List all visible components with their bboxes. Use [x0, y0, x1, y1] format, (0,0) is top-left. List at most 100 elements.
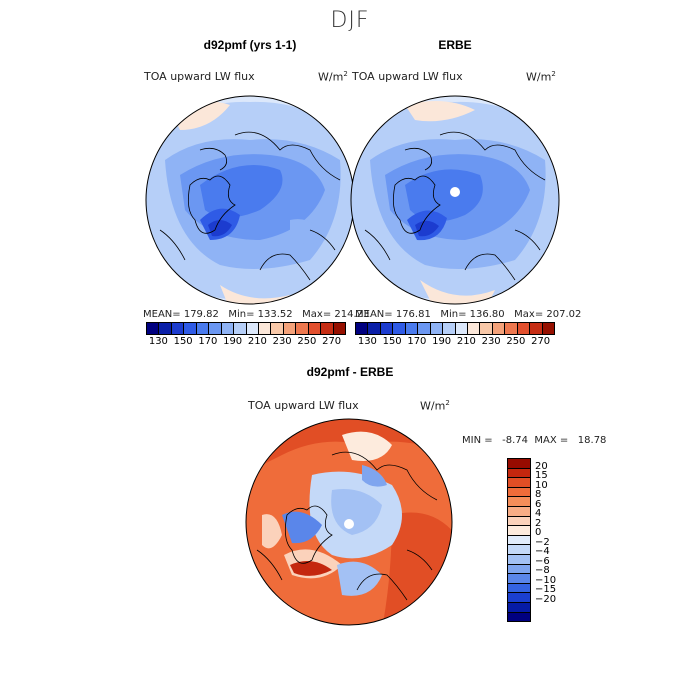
diff-panel-title: d92pmf - ERBE [306, 365, 394, 379]
right-stats: MEAN= 176.81 Min= 136.80 Max= 207.02 [355, 309, 582, 320]
left-variable-label: TOA upward LW flux [144, 70, 255, 83]
right-colorbar [355, 322, 555, 335]
colorbar-swatch [380, 323, 394, 334]
colorbar-tick-label: 130 [357, 336, 377, 347]
colorbar-tick-label: 150 [382, 336, 402, 347]
colorbar-swatch [508, 593, 530, 603]
colorbar-swatch [393, 323, 406, 334]
colorbar-tick-label: 250 [297, 336, 317, 347]
right-variable-label: TOA upward LW flux [352, 70, 463, 83]
diff-units-label: W/m2 [420, 399, 450, 413]
colorbar-tick-label: −20 [535, 593, 557, 605]
colorbar-tick-label: −6 [535, 555, 550, 567]
left-polar-map [145, 95, 355, 305]
colorbar-swatch [283, 323, 297, 334]
colorbar-tick-label: 20 [535, 460, 548, 472]
colorbar-tick-label: 210 [247, 336, 267, 347]
colorbar-swatch [530, 323, 543, 334]
colorbar-swatch [356, 323, 369, 334]
colorbar-swatch [508, 583, 530, 594]
right-polar-map [350, 95, 560, 305]
right-units-label: W/m2 [526, 70, 556, 84]
colorbar-swatch [508, 602, 530, 613]
colorbar-swatch [221, 323, 235, 334]
colorbar-swatch [467, 323, 481, 334]
colorbar-swatch [508, 516, 530, 527]
colorbar-swatch [508, 506, 530, 517]
colorbar-tick-label: 190 [223, 336, 243, 347]
colorbar-tick-label: 190 [432, 336, 452, 347]
colorbar-tick-label: 250 [506, 336, 526, 347]
colorbar-tick-label: 10 [535, 479, 548, 491]
colorbar-tick-label: 170 [407, 336, 427, 347]
colorbar-tick-label: 170 [198, 336, 218, 347]
colorbar-swatch [542, 323, 554, 334]
colorbar-tick-label: −15 [535, 584, 557, 596]
colorbar-swatch [171, 323, 185, 334]
colorbar-swatch [508, 612, 530, 622]
colorbar-swatch [321, 323, 334, 334]
colorbar-swatch [508, 564, 530, 575]
colorbar-swatch [508, 478, 530, 488]
colorbar-swatch [308, 323, 322, 334]
colorbar-tick-label: 2 [535, 517, 542, 529]
colorbar-tick-label: 270 [531, 336, 551, 347]
diff-variable-label: TOA upward LW flux [248, 399, 359, 412]
left-units-label: W/m2 [318, 70, 348, 84]
colorbar-swatch [508, 487, 530, 498]
diff-colorbar [507, 458, 531, 622]
colorbar-swatch [455, 323, 468, 334]
colorbar-swatch [184, 323, 197, 334]
colorbar-swatch [508, 497, 530, 507]
colorbar-swatch [159, 323, 172, 334]
colorbar-tick-label: 150 [173, 336, 193, 347]
colorbar-tick-label: 130 [148, 336, 168, 347]
colorbar-swatch [147, 323, 160, 334]
colorbar-tick-label: 4 [535, 508, 542, 520]
diff-stats: MIN = -8.74 MAX = 18.78 [462, 435, 607, 446]
colorbar-swatch [508, 468, 530, 479]
colorbar-tick-label: 210 [456, 336, 476, 347]
colorbar-swatch [508, 574, 530, 584]
colorbar-swatch [405, 323, 419, 334]
colorbar-swatch [508, 459, 530, 469]
colorbar-swatch [430, 323, 444, 334]
colorbar-tick-label: 270 [322, 336, 342, 347]
colorbar-swatch [258, 323, 272, 334]
colorbar-swatch [505, 323, 518, 334]
colorbar-swatch [508, 526, 530, 536]
right-panel-title: ERBE [438, 38, 472, 52]
colorbar-swatch [271, 323, 284, 334]
colorbar-tick-label: 0 [535, 527, 542, 539]
colorbar-tick-label: 230 [481, 336, 501, 347]
left-stats: MEAN= 179.82 Min= 133.52 Max= 214.23 [143, 309, 370, 320]
figure-title: DJF [330, 8, 370, 33]
colorbar-swatch [508, 535, 530, 546]
left-colorbar [146, 322, 346, 335]
colorbar-tick-label: 230 [272, 336, 292, 347]
colorbar-tick-label: 6 [535, 498, 542, 510]
colorbar-tick-label: −10 [535, 574, 557, 586]
colorbar-swatch [296, 323, 309, 334]
diff-colorbar-ticks: 20 15 10 8 6 4 2 0 −2 −4 −6 −8 −10 −15 −20 [535, 458, 575, 620]
colorbar-swatch [492, 323, 506, 334]
colorbar-swatch [508, 554, 530, 565]
colorbar-swatch [333, 323, 345, 334]
colorbar-swatch [418, 323, 431, 334]
colorbar-tick-label: −2 [535, 536, 550, 548]
left-panel-title: d92pmf (yrs 1-1) [203, 38, 297, 52]
colorbar-swatch [443, 323, 456, 334]
colorbar-swatch [517, 323, 531, 334]
colorbar-swatch [480, 323, 493, 334]
colorbar-swatch [196, 323, 210, 334]
colorbar-tick-label: −4 [535, 546, 550, 558]
colorbar-tick-label: 8 [535, 489, 542, 501]
difference-polar-map [245, 418, 453, 626]
colorbar-swatch [508, 545, 530, 555]
colorbar-tick-label: −8 [535, 565, 550, 577]
colorbar-swatch [209, 323, 222, 334]
colorbar-swatch [234, 323, 247, 334]
colorbar-tick-label: 15 [535, 470, 548, 482]
colorbar-swatch [246, 323, 259, 334]
colorbar-swatch [368, 323, 381, 334]
